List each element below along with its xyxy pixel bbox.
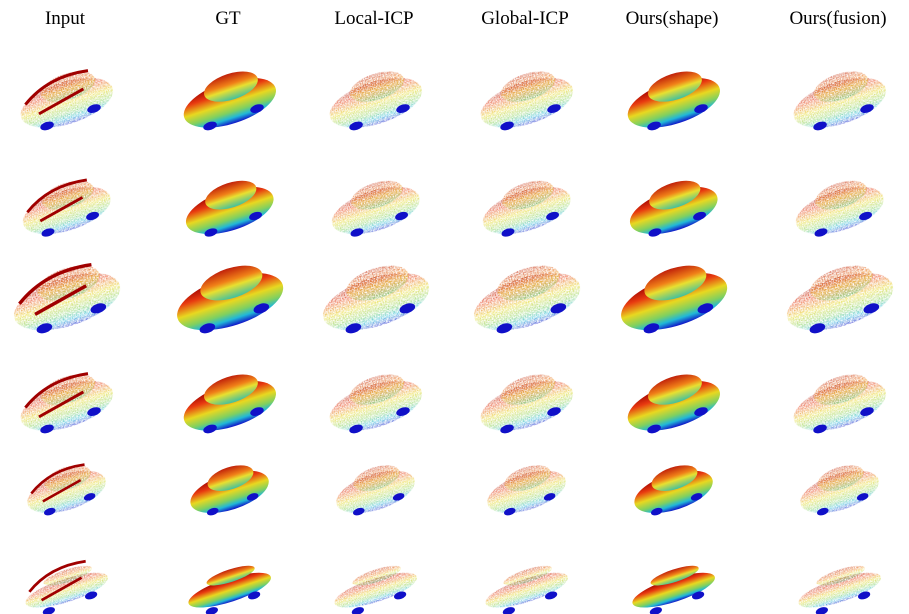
point-cloud <box>322 61 428 137</box>
point-cloud <box>182 558 276 614</box>
point-cloud <box>15 171 116 243</box>
point-cloud <box>786 364 892 440</box>
point-cloud <box>627 457 717 522</box>
point-cloud <box>788 171 889 243</box>
point-cloud <box>5 254 127 342</box>
point-cloud <box>183 457 273 522</box>
point-cloud <box>176 61 282 137</box>
point-cloud <box>786 61 892 137</box>
point-cloud <box>792 558 886 614</box>
point-cloud <box>314 254 436 342</box>
column-header: Ours(shape) <box>626 8 719 29</box>
figure: Input GT Local-ICP Global-ICP Ours(shape) Our… <box>0 0 909 614</box>
point-cloud <box>324 171 425 243</box>
point-cloud <box>13 61 119 137</box>
point-cloud <box>178 171 279 243</box>
column-header: Ours(fusion) <box>789 8 886 29</box>
point-cloud <box>168 254 290 342</box>
point-cloud <box>479 558 573 614</box>
point-cloud <box>475 171 576 243</box>
column-headers: Input GT Local-ICP Global-ICP Ours(shape) Our… <box>45 8 887 29</box>
column-header: Input <box>45 8 86 29</box>
column-header: Global-ICP <box>481 8 569 29</box>
point-cloud <box>473 364 579 440</box>
column-header: GT <box>215 8 241 29</box>
point-cloud <box>18 555 113 614</box>
result-grid <box>5 61 900 614</box>
point-cloud <box>473 61 579 137</box>
point-cloud <box>176 364 282 440</box>
column-header: Local-ICP <box>334 8 413 29</box>
point-cloud <box>793 457 883 522</box>
point-cloud <box>480 457 570 522</box>
point-cloud <box>322 364 428 440</box>
point-cloud <box>626 558 720 614</box>
point-cloud <box>13 364 119 440</box>
point-cloud <box>328 558 422 614</box>
point-cloud <box>620 364 726 440</box>
point-cloud <box>20 457 110 522</box>
point-cloud <box>465 254 587 342</box>
point-cloud <box>778 254 900 342</box>
point-cloud <box>622 171 723 243</box>
point-cloud <box>620 61 726 137</box>
point-cloud <box>329 457 419 522</box>
point-cloud <box>612 254 734 342</box>
